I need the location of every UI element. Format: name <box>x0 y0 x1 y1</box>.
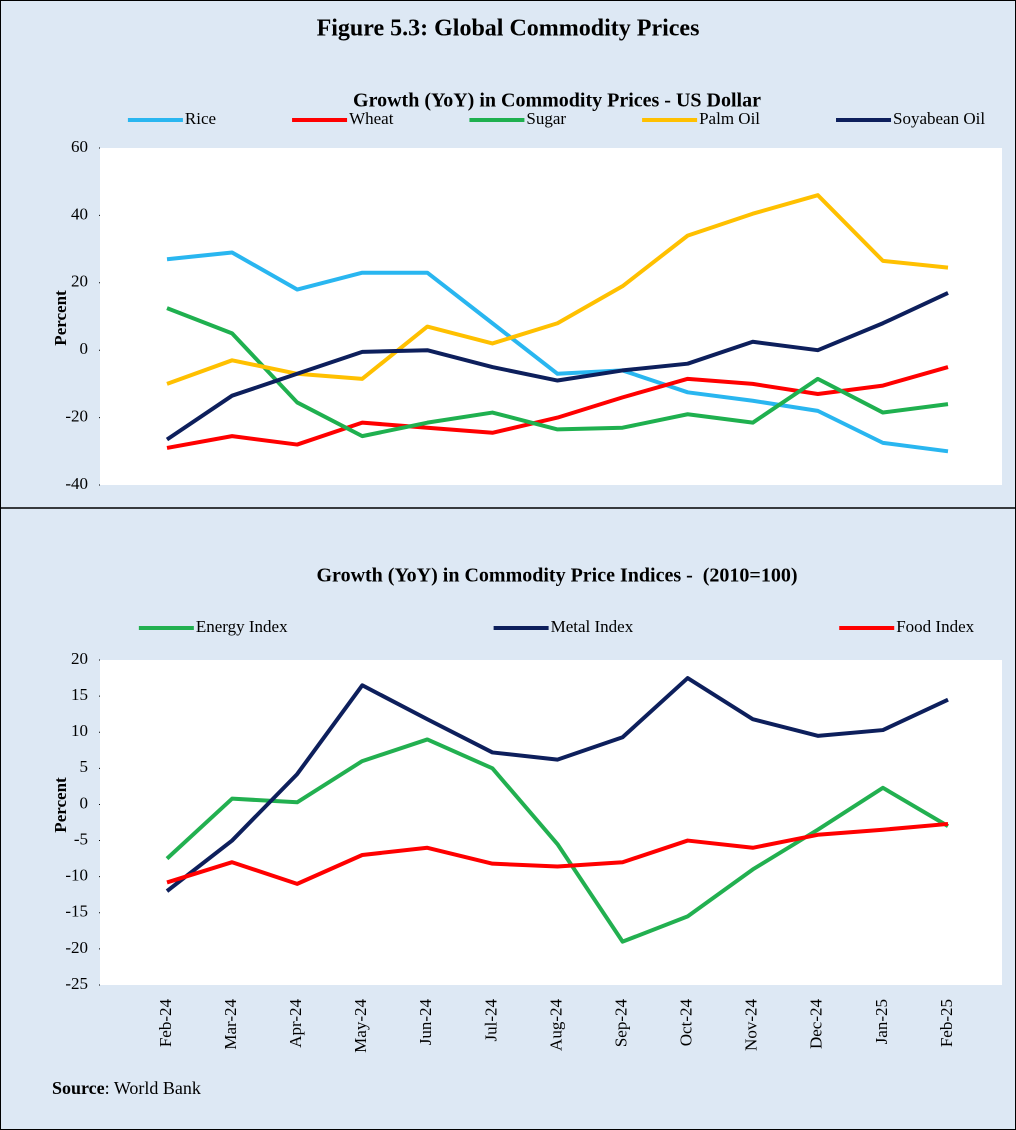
legend-label: Metal Index <box>551 617 634 636</box>
y-tick-label: 20 <box>71 649 88 668</box>
y-axis-label: Percent <box>51 777 70 833</box>
y-tick-label: 40 <box>71 204 88 223</box>
legend-label: Energy Index <box>196 617 288 636</box>
x-tick-label: Aug-24 <box>546 999 565 1051</box>
series-line <box>165 676 949 893</box>
series-line <box>166 365 949 450</box>
x-tick-label: May-24 <box>351 999 370 1053</box>
y-tick-label: 5 <box>80 757 89 776</box>
plot-area <box>100 660 1002 985</box>
chart-title: Growth (YoY) in Commodity Price Indices … <box>317 565 798 587</box>
y-tick-label: 10 <box>71 721 88 740</box>
x-tick-label: Oct-24 <box>677 999 696 1047</box>
source-text: : World Bank <box>105 1078 201 1098</box>
y-tick-label: 60 <box>71 137 88 156</box>
y-tick-label: 0 <box>80 339 89 358</box>
x-tick-label: Jul-24 <box>481 999 500 1042</box>
x-tick-label: Feb-25 <box>937 999 956 1047</box>
legend-label: Sugar <box>526 109 566 128</box>
y-tick-label: 20 <box>71 272 88 291</box>
x-tick-label: Sep-24 <box>611 999 630 1048</box>
y-tick-label: -5 <box>74 829 88 848</box>
series-line <box>166 821 949 886</box>
y-tick-label: -10 <box>65 866 88 885</box>
y-tick-label: -25 <box>65 974 88 993</box>
y-tick-label: -15 <box>65 902 88 921</box>
series-line <box>166 250 949 454</box>
legend-label: Rice <box>185 109 216 128</box>
chart-title: Growth (YoY) in Commodity Prices - US Do… <box>353 90 761 112</box>
x-tick-label: Dec-24 <box>807 999 826 1050</box>
legend-label: Food Index <box>896 617 974 636</box>
y-tick-label: -20 <box>65 938 88 957</box>
figure-title: Figure 5.3: Global Commodity Prices <box>317 16 700 42</box>
series-line <box>166 306 949 439</box>
legend-label: Wheat <box>349 109 394 128</box>
x-tick-label: Jan-25 <box>872 999 891 1044</box>
x-tick-label: Nov-24 <box>742 999 761 1051</box>
x-tick-label: Mar-24 <box>221 999 240 1050</box>
x-tick-label: Apr-24 <box>286 999 305 1048</box>
y-tick-label: 15 <box>71 685 88 704</box>
y-tick-label: -20 <box>65 407 88 426</box>
legend-label: Palm Oil <box>699 109 760 128</box>
y-tick-label: 0 <box>80 793 89 812</box>
series-line <box>165 737 950 944</box>
y-axis-label: Percent <box>51 290 70 346</box>
x-tick-label: Feb-24 <box>156 999 175 1048</box>
source: Source: World Bank <box>52 1078 201 1098</box>
legend-label: Soyabean Oil <box>893 109 985 128</box>
source-label: Source <box>52 1078 105 1098</box>
x-tick-label: Jun-24 <box>416 999 435 1046</box>
series-line <box>165 291 949 442</box>
y-tick-label: -40 <box>65 474 88 493</box>
